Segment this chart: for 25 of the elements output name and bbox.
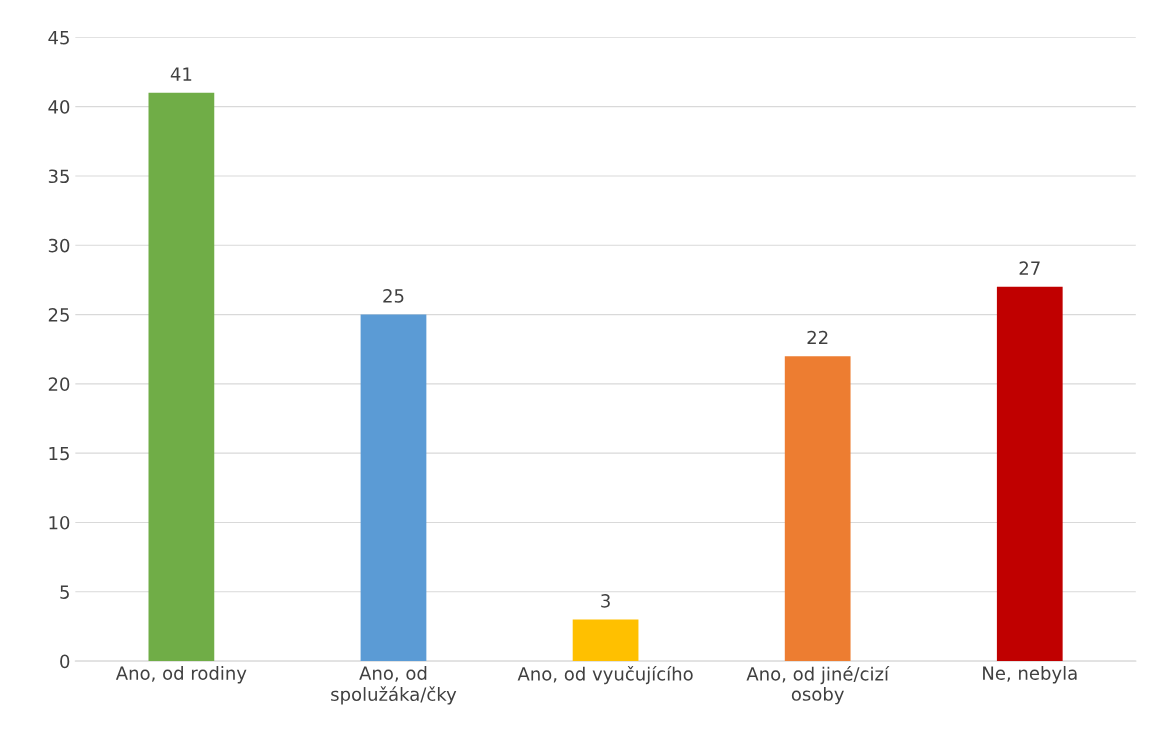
x-tick-label: Ano, od rodiny — [115, 665, 247, 684]
x-tick-label: Ano, od jiné/cizí osoby — [746, 665, 890, 705]
y-tick-label: 35 — [48, 169, 69, 184]
data-label: 25 — [383, 289, 404, 303]
data-label: 41 — [170, 67, 192, 81]
y-tick-label: 25 — [48, 308, 69, 322]
bar — [996, 286, 1063, 662]
x-tick-label: Ano, od spolužáka/čky — [331, 665, 457, 705]
bar — [360, 314, 427, 662]
bar — [572, 619, 639, 662]
data-label: 27 — [1019, 261, 1040, 275]
data-label: 22 — [807, 330, 828, 345]
y-tick-label: 40 — [48, 100, 70, 114]
y-tick-label: 15 — [49, 446, 69, 461]
data-label: 3 — [601, 594, 610, 608]
y-tick-label: 20 — [48, 377, 70, 391]
x-tick-label: Ne, nebyla — [983, 665, 1077, 684]
y-tick-label: 30 — [48, 238, 70, 253]
y-tick-label: 0 — [60, 654, 70, 669]
y-tick-label: 5 — [60, 585, 69, 599]
bar — [148, 92, 215, 662]
y-tick-label: 10 — [49, 515, 70, 530]
x-tick-label: Ano, od vyučujícího — [517, 665, 693, 685]
y-tick-label: 45 — [48, 31, 69, 45]
bar — [784, 356, 851, 662]
